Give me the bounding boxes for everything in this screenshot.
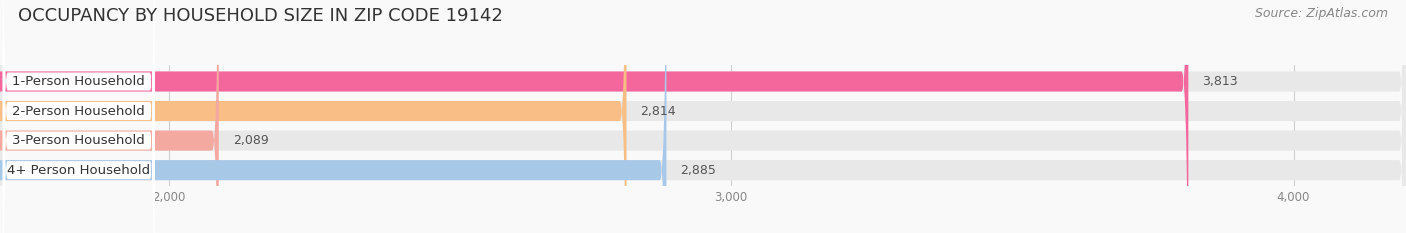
Text: 3-Person Household: 3-Person Household	[13, 134, 145, 147]
FancyBboxPatch shape	[3, 0, 155, 233]
FancyBboxPatch shape	[3, 0, 155, 233]
FancyBboxPatch shape	[3, 0, 155, 233]
Text: 2,089: 2,089	[233, 134, 269, 147]
Text: 1-Person Household: 1-Person Household	[13, 75, 145, 88]
Text: Source: ZipAtlas.com: Source: ZipAtlas.com	[1254, 7, 1388, 20]
FancyBboxPatch shape	[3, 0, 155, 233]
FancyBboxPatch shape	[0, 0, 666, 233]
FancyBboxPatch shape	[0, 0, 219, 233]
Text: 3,813: 3,813	[1202, 75, 1239, 88]
Text: 2,885: 2,885	[681, 164, 717, 177]
Text: OCCUPANCY BY HOUSEHOLD SIZE IN ZIP CODE 19142: OCCUPANCY BY HOUSEHOLD SIZE IN ZIP CODE …	[18, 7, 503, 25]
FancyBboxPatch shape	[0, 0, 1188, 233]
Text: 2,814: 2,814	[641, 105, 676, 117]
Text: 4+ Person Household: 4+ Person Household	[7, 164, 150, 177]
Text: 2-Person Household: 2-Person Household	[13, 105, 145, 117]
FancyBboxPatch shape	[0, 0, 627, 233]
